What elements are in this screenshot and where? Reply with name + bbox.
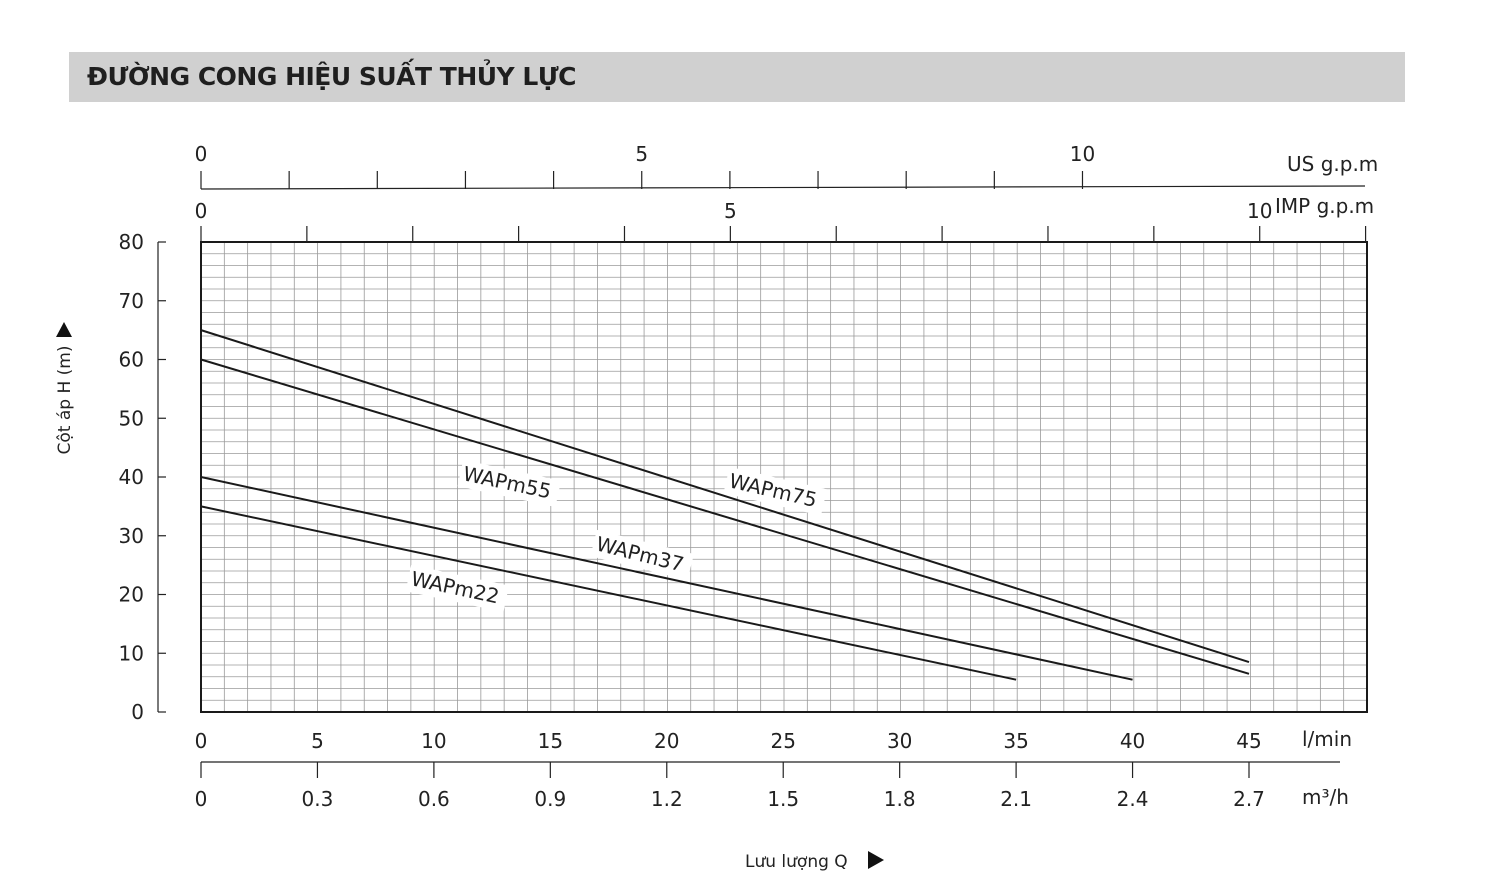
- series-label-group: WAPm55: [457, 459, 562, 508]
- imp-tick-label: 0: [195, 199, 208, 223]
- m3h-tick-label: 0.9: [534, 787, 566, 811]
- x-tick-label-lmin: 45: [1236, 729, 1261, 753]
- x-tick-label-lmin: 15: [538, 729, 563, 753]
- us-unit: US g.p.m: [1287, 152, 1378, 176]
- imp-unit: IMP g.p.m: [1275, 194, 1374, 218]
- y-tick-label: 80: [119, 230, 144, 254]
- m3h-tick-label: 0: [195, 787, 208, 811]
- y-tick-label: 20: [119, 583, 144, 607]
- imp-tick-label: 10: [1247, 199, 1272, 223]
- y-tick-label: 40: [119, 465, 144, 489]
- series-label-wapm37: WAPm37: [594, 532, 687, 577]
- x-axis-label: Lưu lượng Q: [745, 852, 848, 872]
- y-tick-label: 70: [119, 289, 144, 313]
- us-tick-label: 0: [195, 142, 208, 166]
- series-label-bg: [723, 466, 828, 516]
- m3h-tick-label: 1.5: [767, 787, 799, 811]
- m3h-tick-label: 0.6: [418, 787, 450, 811]
- us-tick-label: 10: [1070, 142, 1095, 166]
- x-tick-label-lmin: 20: [654, 729, 679, 753]
- y-tick-label: 30: [119, 524, 144, 548]
- us-tick-label: 5: [635, 142, 648, 166]
- y-axis-label: Cột áp H (m): [55, 346, 75, 455]
- series-label-bg: [457, 459, 562, 508]
- title-bar: ĐƯỜNG CONG HIỆU SUẤT THỦY LỰC: [69, 52, 1405, 102]
- x-tick-label-lmin: 40: [1120, 729, 1145, 753]
- m3h-tick-label: 1.2: [651, 787, 683, 811]
- chart-grid: [200, 241, 1368, 713]
- series-line-wapm22: [200, 505, 1017, 681]
- chart-title: ĐƯỜNG CONG HIỆU SUẤT THỦY LỰC: [87, 62, 577, 91]
- series-label-bg: [590, 529, 694, 581]
- m3h-tick-label: 2.4: [1117, 787, 1149, 811]
- us-axis-line: [200, 185, 1366, 190]
- series-label-wapm75: WAPm75: [727, 468, 819, 511]
- imp-tick-label: 5: [724, 199, 737, 223]
- x-tick-label-lmin: 25: [770, 729, 795, 753]
- y-axis-arrow-icon: [56, 322, 72, 337]
- m3h-tick-label: 1.8: [884, 787, 916, 811]
- x-tick-label-lmin: 0: [195, 729, 208, 753]
- y-tick-label: 10: [119, 641, 144, 665]
- series-label-wapm55: WAPm55: [461, 461, 553, 503]
- y-tick-label: 50: [119, 406, 144, 430]
- series-label-bg: [405, 564, 510, 613]
- x-tick-label-lmin: 5: [311, 729, 324, 753]
- series-line-wapm37: [200, 476, 1133, 681]
- x-unit-m3h: m³/h: [1302, 785, 1349, 809]
- chart-series: [200, 329, 1250, 681]
- m3h-tick-label: 2.1: [1000, 787, 1032, 811]
- series-label-wapm22: WAPm22: [409, 566, 501, 608]
- x-unit-lmin: l/min: [1302, 727, 1352, 751]
- x-axis-arrow-icon: [868, 851, 884, 869]
- m3h-tick-label: 2.7: [1233, 787, 1265, 811]
- series-label-group: WAPm75: [723, 466, 828, 516]
- series-line-wapm55: [200, 358, 1250, 675]
- series-line-wapm75: [200, 329, 1250, 664]
- x-tick-label-lmin: 30: [887, 729, 912, 753]
- y-tick-label: 0: [131, 700, 144, 724]
- x-tick-label-lmin: 10: [421, 729, 446, 753]
- m3h-tick-label: 0.3: [302, 787, 334, 811]
- y-tick-label: 60: [119, 348, 144, 372]
- x-tick-label-lmin: 35: [1003, 729, 1028, 753]
